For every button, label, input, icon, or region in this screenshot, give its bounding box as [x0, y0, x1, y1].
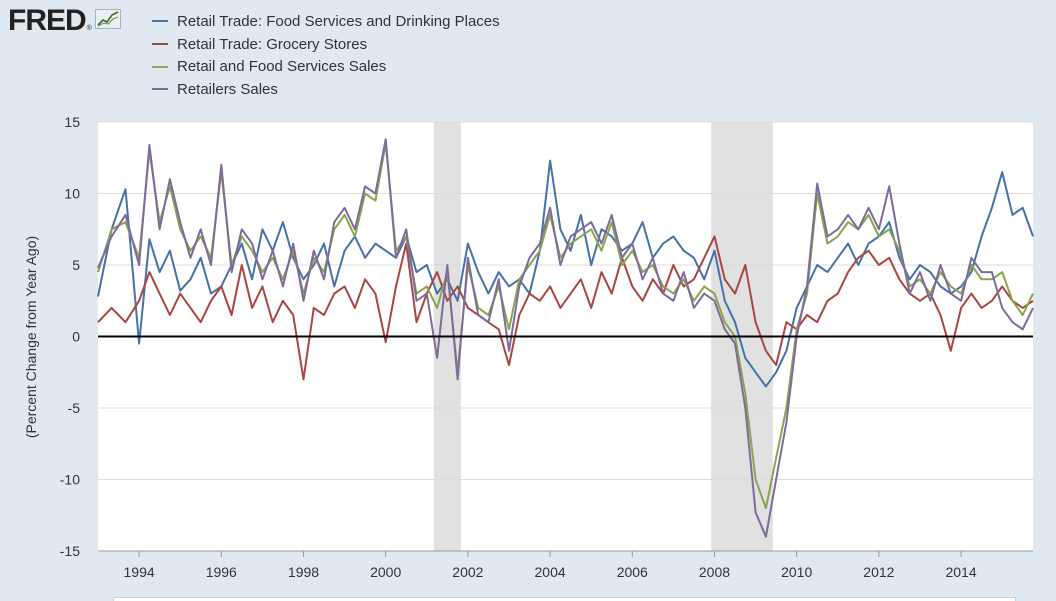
x-tick-label: 1994 [124, 564, 155, 580]
fred-logo[interactable]: FRED ® [8, 4, 121, 38]
y-axis-label: (Percent Change from Year Ago) [23, 236, 39, 438]
x-axis-ticks: 1994 1996 1998 2000 2002 2004 2006 2008 2010 2012… [98, 550, 1033, 580]
legend-label: Retailers Sales [177, 80, 278, 98]
x-tick-label: 2002 [452, 564, 483, 580]
x-tick-label: 2006 [617, 564, 648, 580]
x-tick-label: 1998 [288, 564, 319, 580]
x-tick-label: 2008 [699, 564, 730, 580]
series-lines [97, 138, 1034, 538]
legend-swatch [152, 88, 168, 91]
series-line-3[interactable] [97, 138, 1034, 538]
y-tick-label: 0 [72, 329, 80, 345]
legend-item-2[interactable]: Retail and Food Services Sales [152, 55, 500, 78]
y-tick-label: -10 [60, 472, 80, 488]
series-line-2[interactable] [97, 142, 1034, 510]
y-tick-label: 5 [72, 257, 80, 273]
logo-registered-mark: ® [86, 25, 92, 32]
legend-swatch [152, 43, 168, 46]
chart-line-icon [94, 9, 121, 34]
chart-legend: Retail Trade: Food Services and Drinking… [152, 10, 500, 101]
x-tick-label: 2004 [535, 564, 566, 580]
x-tick-label: 2014 [945, 564, 976, 580]
y-axis-ticks: -15 -10 -5 0 5 10 15 [60, 114, 80, 559]
x-tick-label: 2010 [781, 564, 812, 580]
legend-label: Retail and Food Services Sales [177, 58, 387, 76]
y-tick-label: 15 [64, 114, 80, 130]
legend-swatch [152, 65, 168, 68]
legend-item-0[interactable]: Retail Trade: Food Services and Drinking… [152, 10, 500, 33]
range-navigator[interactable] [113, 597, 1016, 601]
legend-item-1[interactable]: Retail Trade: Grocery Stores [152, 33, 500, 56]
y-tick-label: 10 [64, 186, 80, 202]
y-tick-label: -5 [68, 400, 81, 416]
legend-label: Retail Trade: Food Services and Drinking… [177, 12, 500, 30]
x-tick-label: 2012 [863, 564, 894, 580]
legend-item-3[interactable]: Retailers Sales [152, 78, 500, 101]
series-line-1[interactable] [97, 235, 1034, 381]
y-tick-label: -15 [60, 543, 80, 559]
legend-label: Retail Trade: Grocery Stores [177, 35, 368, 53]
x-tick-label: 1996 [206, 564, 237, 580]
legend-swatch [152, 20, 168, 23]
logo-text: FRED [8, 4, 87, 37]
x-tick-label: 2000 [370, 564, 401, 580]
